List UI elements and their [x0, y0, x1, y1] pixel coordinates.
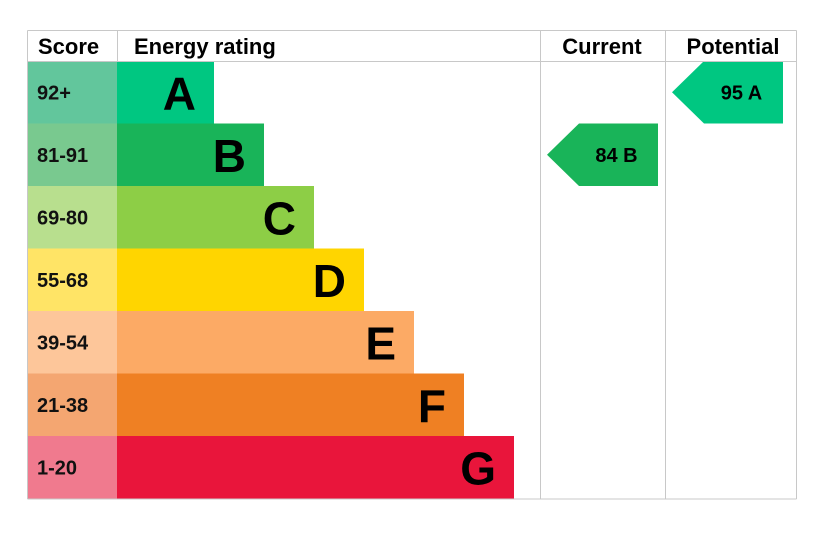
rating-arrows: 84 B 95 A — [547, 61, 783, 186]
energy-rating-header: Energy rating — [134, 34, 276, 59]
score-cell-d — [27, 248, 117, 311]
band-bar-g — [117, 436, 514, 499]
score-range-d: 55-68 — [37, 270, 88, 292]
score-range-b: 81-91 — [37, 145, 88, 167]
score-cell-f — [27, 373, 117, 436]
band-bar-a — [117, 61, 214, 124]
band-bar-b — [117, 123, 264, 186]
score-cell-g — [27, 436, 117, 499]
band-letter-g: G — [460, 442, 496, 494]
score-range-g: 1-20 — [37, 457, 77, 479]
current-header: Current — [562, 34, 642, 59]
score-header: Score — [38, 34, 99, 59]
score-cell-c — [27, 186, 117, 249]
potential-rating-arrow — [672, 61, 783, 124]
band-letter-d: D — [313, 255, 346, 307]
rating-bands: 92+ A 81-91 B 69-80 C 55-68 D 39-54 E 21-38 F 1-20 G — [27, 61, 514, 499]
score-cell-a — [27, 61, 117, 124]
score-range-c: 69-80 — [37, 207, 88, 229]
current-rating-label: 84 B — [595, 145, 637, 167]
table-grid — [27, 30, 797, 500]
current-rating-arrow — [547, 123, 658, 186]
score-cell-b — [27, 123, 117, 186]
score-range-a: 92+ — [37, 82, 71, 104]
score-range-f: 21-38 — [37, 395, 88, 417]
band-letter-b: B — [213, 130, 246, 182]
band-letter-e: E — [365, 317, 396, 369]
score-cell-e — [27, 311, 117, 374]
band-bar-d — [117, 248, 364, 311]
band-letter-a: A — [163, 67, 196, 119]
band-bar-c — [117, 186, 314, 249]
band-bar-f — [117, 373, 464, 436]
potential-header: Potential — [687, 34, 780, 59]
band-letter-c: C — [263, 192, 296, 244]
potential-rating-label: 95 A — [721, 82, 763, 104]
band-bar-e — [117, 311, 414, 374]
score-range-e: 39-54 — [37, 332, 89, 354]
band-letter-f: F — [418, 380, 446, 432]
